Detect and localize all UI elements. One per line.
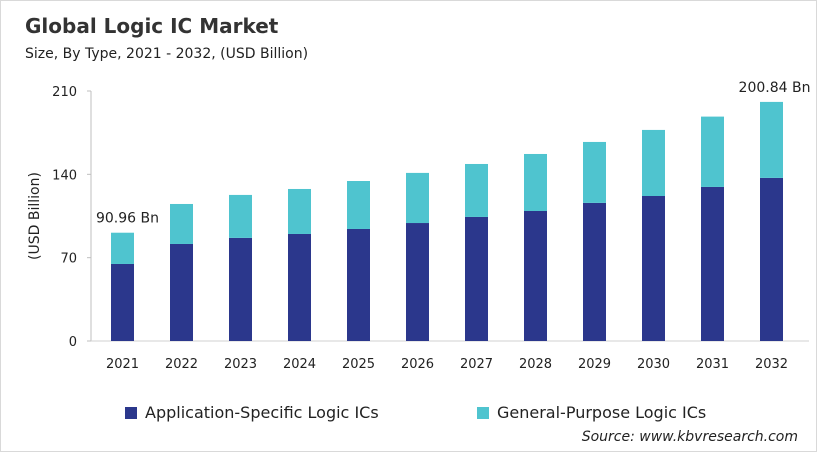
chart-title: Global Logic IC Market	[25, 14, 279, 38]
bar-segment-general-purpose-2024	[288, 188, 311, 234]
data-label: 200.84 Bn	[739, 80, 811, 96]
x-tick-label: 2021	[106, 357, 139, 372]
y-axis-title: (USD Billion)	[27, 172, 43, 260]
bar-segment-application-specific-2021	[111, 263, 134, 341]
legend-swatch	[477, 406, 489, 419]
x-tick-label: 2023	[224, 357, 257, 372]
x-tick-label: 2024	[283, 357, 316, 372]
x-tick-label: 2022	[165, 357, 198, 372]
bar-segment-general-purpose-2031	[701, 116, 724, 187]
x-tick-label: 2026	[401, 357, 434, 372]
bar-segment-application-specific-2028	[524, 211, 547, 341]
bar-segment-general-purpose-2029	[583, 141, 606, 203]
x-tick-label: 2027	[460, 357, 493, 372]
legend-label: Application-Specific Logic ICs	[145, 403, 379, 422]
bar-segment-application-specific-2026	[406, 223, 429, 341]
legend-item-application-specific: Application-Specific Logic ICs	[125, 403, 379, 422]
bar-segment-application-specific-2025	[347, 228, 370, 341]
bar-segment-application-specific-2030	[642, 196, 665, 341]
source-note: Source: www.kbvresearch.com	[581, 429, 798, 445]
bar-segment-general-purpose-2032	[760, 101, 783, 178]
x-tick-label: 2025	[342, 357, 375, 372]
bar-segment-general-purpose-2026	[406, 172, 429, 224]
bar-segment-application-specific-2032	[760, 177, 783, 341]
y-tick-label: 0	[69, 335, 77, 350]
bar-segment-general-purpose-2028	[524, 153, 547, 211]
bar-segment-general-purpose-2030	[642, 129, 665, 196]
x-tick-label: 2029	[578, 357, 611, 372]
bar-segment-general-purpose-2023	[229, 194, 252, 238]
bar-segment-application-specific-2029	[583, 202, 606, 341]
bar-segment-application-specific-2022	[170, 243, 193, 341]
legend-label: General-Purpose Logic ICs	[497, 403, 707, 422]
y-tick-label: 140	[52, 168, 77, 183]
bar-segment-application-specific-2024	[288, 233, 311, 341]
y-tick-label: 70	[60, 252, 77, 267]
bar-segment-application-specific-2023	[229, 237, 252, 341]
bar-segment-general-purpose-2022	[170, 203, 193, 244]
bar-segment-general-purpose-2025	[347, 181, 370, 229]
bar-segment-application-specific-2031	[701, 186, 724, 341]
x-tick-label: 2030	[637, 357, 670, 372]
x-tick-label: 2028	[519, 357, 552, 372]
bar-segment-general-purpose-2021	[111, 232, 134, 264]
x-tick-label: 2031	[696, 357, 729, 372]
bar-segment-application-specific-2027	[465, 216, 488, 341]
y-tick-label: 210	[52, 85, 77, 100]
chart-subtitle: Size, By Type, 2021 - 2032, (USD Billion…	[25, 46, 309, 62]
chart-plot: 0 70 140 210 (USD Billion) 2021 90.96 Bn 2022 20…	[27, 80, 811, 372]
data-label: 90.96 Bn	[96, 211, 159, 227]
legend-item-general-purpose: General-Purpose Logic ICs	[477, 403, 706, 422]
bar-segment-general-purpose-2027	[465, 163, 488, 217]
legend-swatch	[125, 406, 137, 419]
x-tick-label: 2032	[755, 357, 788, 372]
